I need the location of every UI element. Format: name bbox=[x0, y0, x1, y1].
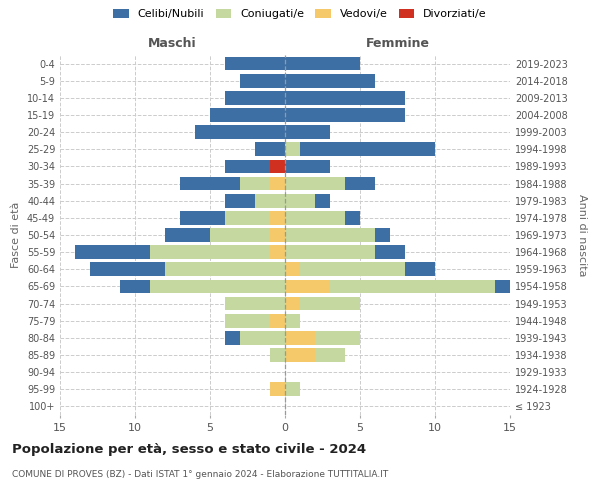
Bar bbox=[345, 211, 360, 224]
Bar bbox=[270, 211, 285, 224]
Bar bbox=[315, 331, 360, 344]
Bar bbox=[285, 126, 330, 139]
Bar bbox=[285, 142, 300, 156]
Bar bbox=[285, 74, 375, 88]
Bar bbox=[270, 160, 285, 173]
Text: Maschi: Maschi bbox=[148, 36, 197, 50]
Bar bbox=[270, 228, 285, 242]
Bar bbox=[270, 176, 285, 190]
Bar bbox=[285, 296, 300, 310]
Bar bbox=[165, 262, 285, 276]
Bar bbox=[330, 280, 495, 293]
Bar bbox=[225, 91, 285, 104]
Bar bbox=[270, 246, 285, 259]
Bar bbox=[285, 348, 315, 362]
Bar bbox=[285, 160, 330, 173]
Bar bbox=[180, 176, 240, 190]
Bar bbox=[270, 382, 285, 396]
Bar bbox=[150, 246, 270, 259]
Bar bbox=[270, 348, 285, 362]
Bar bbox=[225, 331, 240, 344]
Bar bbox=[225, 314, 270, 328]
Bar bbox=[285, 228, 375, 242]
Bar bbox=[345, 176, 375, 190]
Bar bbox=[90, 262, 165, 276]
Legend: Celibi/Nubili, Coniugati/e, Vedovi/e, Divorziati/e: Celibi/Nubili, Coniugati/e, Vedovi/e, Di… bbox=[110, 6, 490, 22]
Text: Popolazione per età, sesso e stato civile - 2024: Popolazione per età, sesso e stato civil… bbox=[12, 442, 366, 456]
Bar bbox=[165, 228, 210, 242]
Text: COMUNE DI PROVES (BZ) - Dati ISTAT 1° gennaio 2024 - Elaborazione TUTTITALIA.IT: COMUNE DI PROVES (BZ) - Dati ISTAT 1° ge… bbox=[12, 470, 388, 479]
Bar bbox=[405, 262, 435, 276]
Bar bbox=[75, 246, 150, 259]
Bar bbox=[150, 280, 285, 293]
Bar bbox=[225, 296, 285, 310]
Bar bbox=[285, 280, 330, 293]
Text: Femmine: Femmine bbox=[365, 36, 430, 50]
Bar bbox=[285, 211, 345, 224]
Bar bbox=[285, 56, 360, 70]
Bar bbox=[225, 160, 270, 173]
Bar bbox=[210, 108, 285, 122]
Bar bbox=[285, 108, 405, 122]
Bar bbox=[315, 348, 345, 362]
Bar bbox=[240, 331, 285, 344]
Bar bbox=[225, 194, 255, 207]
Y-axis label: Anni di nascita: Anni di nascita bbox=[577, 194, 587, 276]
Bar bbox=[300, 262, 405, 276]
Bar bbox=[240, 176, 270, 190]
Bar bbox=[285, 331, 315, 344]
Bar bbox=[225, 211, 270, 224]
Bar bbox=[180, 211, 225, 224]
Bar bbox=[375, 246, 405, 259]
Bar bbox=[210, 228, 270, 242]
Bar bbox=[240, 74, 285, 88]
Bar bbox=[195, 126, 285, 139]
Bar bbox=[120, 280, 150, 293]
Bar bbox=[285, 194, 315, 207]
Bar bbox=[285, 314, 300, 328]
Bar bbox=[285, 176, 345, 190]
Bar bbox=[285, 246, 375, 259]
Bar bbox=[255, 194, 285, 207]
Bar bbox=[495, 280, 510, 293]
Y-axis label: Fasce di età: Fasce di età bbox=[11, 202, 21, 268]
Bar bbox=[300, 142, 435, 156]
Bar bbox=[225, 56, 285, 70]
Bar bbox=[270, 314, 285, 328]
Bar bbox=[375, 228, 390, 242]
Bar bbox=[255, 142, 285, 156]
Bar bbox=[285, 262, 300, 276]
Bar bbox=[285, 91, 405, 104]
Bar bbox=[300, 296, 360, 310]
Bar bbox=[315, 194, 330, 207]
Bar bbox=[285, 382, 300, 396]
